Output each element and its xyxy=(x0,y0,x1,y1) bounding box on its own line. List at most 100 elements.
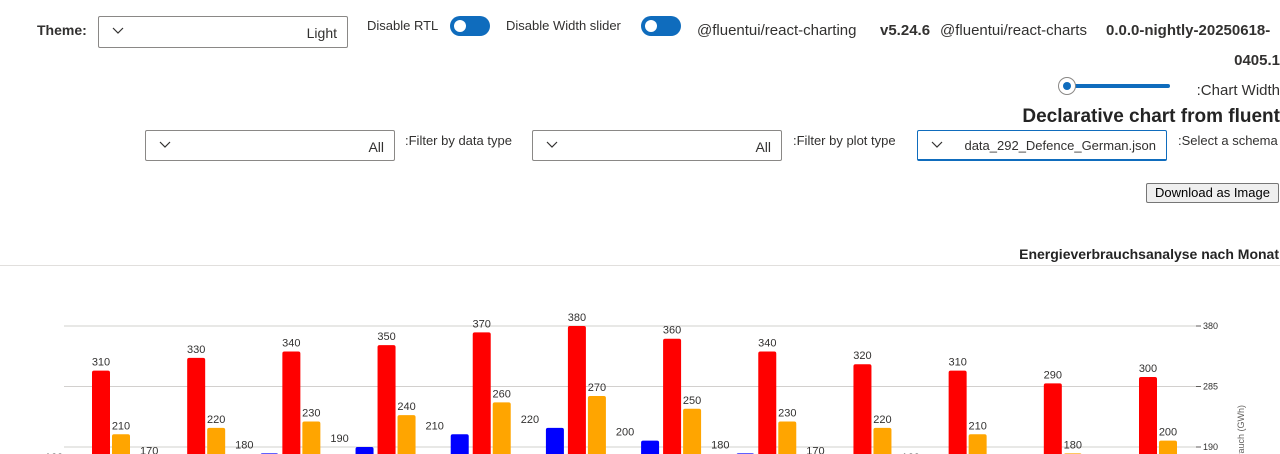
bar[interactable] xyxy=(92,370,110,454)
y-tick-label: 190 xyxy=(1203,442,1218,452)
bar-value-label: 190 xyxy=(330,433,348,445)
bar[interactable] xyxy=(377,345,396,454)
bar[interactable] xyxy=(545,427,564,454)
bar[interactable] xyxy=(968,434,987,454)
bar[interactable] xyxy=(1043,383,1062,454)
bar[interactable] xyxy=(853,364,872,454)
page-title: Declarative chart from fluent xyxy=(1022,106,1280,127)
bar-value-label: 250 xyxy=(683,395,701,407)
bar-value-label: 180 xyxy=(711,439,729,451)
bar[interactable] xyxy=(472,332,491,454)
disable-rtl-toggle[interactable] xyxy=(450,16,490,36)
bar-value-label: 310 xyxy=(92,357,110,369)
bar-value-label: 230 xyxy=(302,408,320,420)
pkg1-version: v5.24.6 xyxy=(880,22,931,39)
data-type-label: :Filter by data type xyxy=(405,133,512,148)
bar-value-label: 270 xyxy=(588,382,606,394)
chevron-down-icon xyxy=(112,27,124,34)
bar-value-label: 200 xyxy=(616,427,634,439)
bar[interactable] xyxy=(450,434,469,454)
bar[interactable] xyxy=(641,440,660,454)
bar-value-label: 290 xyxy=(1044,369,1062,381)
plot-type-value: All xyxy=(755,139,771,155)
plot-type-label: :Filter by plot type xyxy=(793,133,896,148)
pkg2-name: @fluentui/react-charts xyxy=(940,22,1087,39)
theme-label: Theme: xyxy=(37,22,87,38)
bar-value-label: 210 xyxy=(968,420,986,432)
chart-width-label: :Chart Width xyxy=(1196,82,1280,99)
bar-value-label: 170 xyxy=(140,446,158,454)
bar[interactable] xyxy=(397,415,416,454)
disable-width-toggle[interactable] xyxy=(641,16,681,36)
bar[interactable] xyxy=(1139,376,1157,454)
y-tick-label: 380 xyxy=(1203,321,1218,331)
bar-value-label: 160 xyxy=(45,452,63,454)
bar[interactable] xyxy=(112,434,130,454)
bar[interactable] xyxy=(492,402,511,454)
bar[interactable] xyxy=(355,447,374,454)
bar[interactable] xyxy=(873,427,892,454)
disable-rtl-label: Disable RTL xyxy=(367,18,439,33)
theme-value: Light xyxy=(306,25,337,41)
download-image-button[interactable]: Download as Image xyxy=(1146,183,1279,203)
chart-width-slider[interactable] xyxy=(1058,76,1173,96)
toggle-knob xyxy=(645,20,657,32)
bar-value-label: 310 xyxy=(948,357,966,369)
toggle-knob xyxy=(454,20,466,32)
bar-value-label: 230 xyxy=(778,408,796,420)
bar[interactable] xyxy=(207,427,226,454)
chart-title: Energieverbrauchsanalyse nach Monat xyxy=(1019,246,1279,262)
bar[interactable] xyxy=(663,338,682,454)
schema-value: data_292_Defence_German.json xyxy=(964,138,1156,153)
bar-value-label: 180 xyxy=(235,439,253,451)
bar[interactable] xyxy=(302,421,321,454)
disable-width-label: Disable Width slider xyxy=(506,18,621,33)
bar-value-label: 380 xyxy=(568,312,586,324)
data-type-value: All xyxy=(368,139,384,155)
y-tick-label: 285 xyxy=(1203,382,1218,392)
bar-value-label: 340 xyxy=(758,337,776,349)
bar-chart: Energieverbrauchsanalyse nach Monat Verb… xyxy=(45,246,1279,454)
bar-value-label: 200 xyxy=(1159,427,1177,439)
bar-value-label: 210 xyxy=(112,420,130,432)
bar-value-label: 180 xyxy=(1064,439,1082,451)
bar[interactable] xyxy=(948,370,967,454)
bar[interactable] xyxy=(1159,440,1177,454)
bar-value-label: 240 xyxy=(397,401,415,413)
bar[interactable] xyxy=(187,357,206,454)
chevron-down-icon xyxy=(546,141,558,148)
pkg1-name: @fluentui/react-charting xyxy=(697,22,857,39)
bar[interactable] xyxy=(758,351,777,454)
bar-value-label: 220 xyxy=(207,414,225,426)
bar-value-label: 170 xyxy=(806,446,824,454)
y-axis-label: Verbrauch (GWh) xyxy=(1236,405,1246,454)
bar-value-label: 210 xyxy=(426,420,444,432)
bar-value-label: 370 xyxy=(473,318,491,330)
theme-dropdown[interactable]: Light xyxy=(98,16,348,48)
bar-value-label: 350 xyxy=(377,331,395,343)
divider xyxy=(0,265,1280,266)
pkg2-version-line2: 0405.1 xyxy=(1234,52,1280,69)
slider-rail xyxy=(1066,84,1170,88)
pkg2-version-line1: 0.0.0-nightly-20250618- xyxy=(1106,22,1271,39)
bar[interactable] xyxy=(282,351,301,454)
schema-label: :Select a schema xyxy=(1178,133,1278,148)
bar-value-label: 260 xyxy=(493,388,511,400)
bar-value-label: 360 xyxy=(663,325,681,337)
slider-thumb[interactable] xyxy=(1058,77,1076,95)
bar-value-label: 320 xyxy=(853,350,871,362)
bar-value-label: 330 xyxy=(187,344,205,356)
bar-value-label: 220 xyxy=(873,414,891,426)
data-type-dropdown[interactable]: All xyxy=(145,130,395,161)
bar-value-label: 160 xyxy=(901,452,919,454)
bar-value-label: 340 xyxy=(282,337,300,349)
chevron-down-icon xyxy=(159,141,171,148)
bar[interactable] xyxy=(683,408,702,454)
bar-value-label: 300 xyxy=(1139,363,1157,375)
schema-dropdown[interactable]: data_292_Defence_German.json xyxy=(917,130,1167,161)
bar-value-label: 220 xyxy=(521,414,539,426)
bar[interactable] xyxy=(567,326,586,454)
bar[interactable] xyxy=(587,396,606,454)
plot-type-dropdown[interactable]: All xyxy=(532,130,782,161)
bar[interactable] xyxy=(778,421,797,454)
